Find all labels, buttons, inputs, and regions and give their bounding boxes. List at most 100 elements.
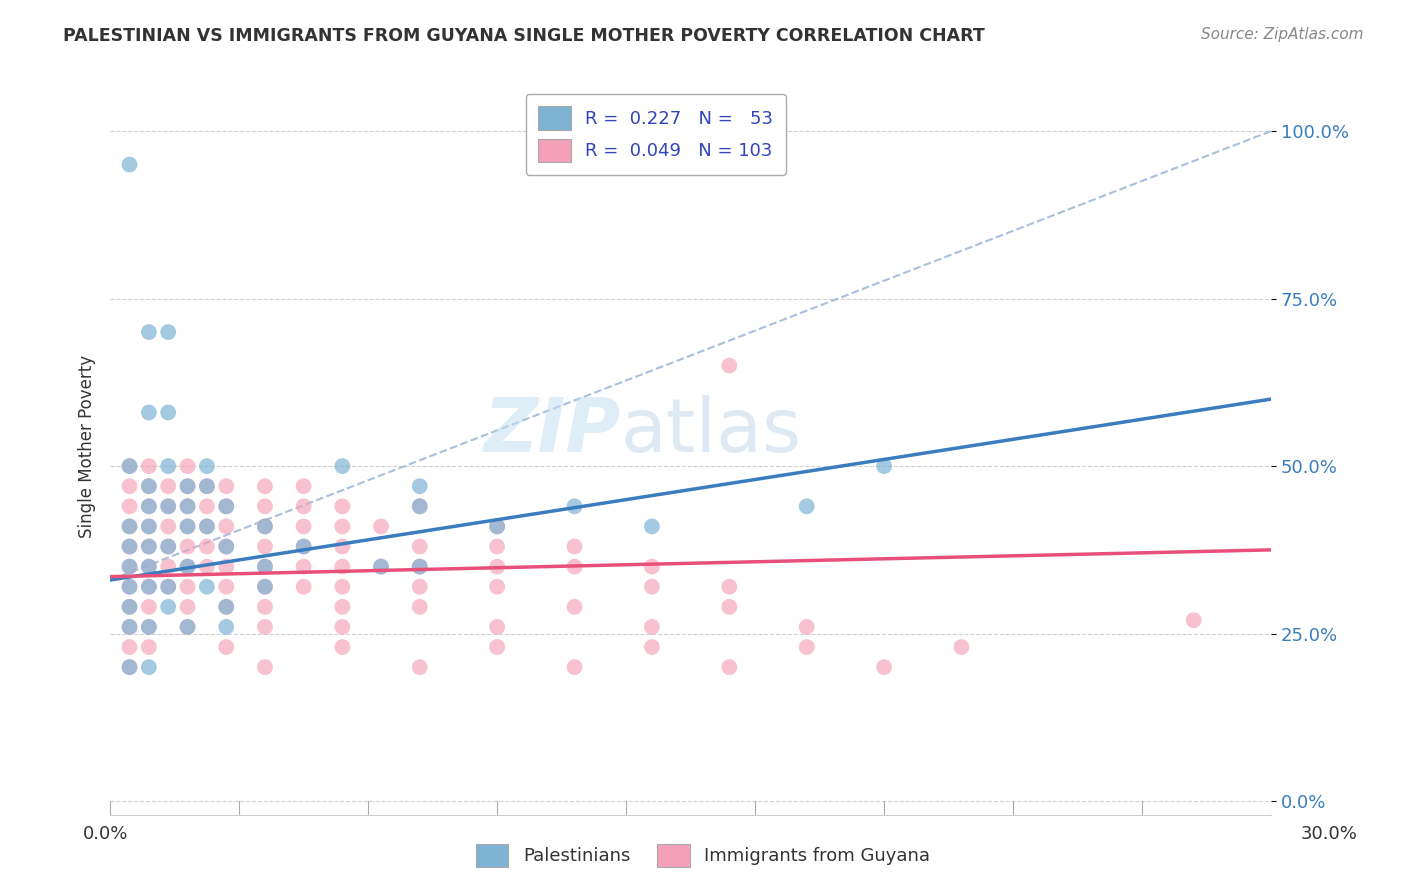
Point [486, 519, 509, 533]
Point [195, 540, 218, 554]
Point [641, 640, 664, 654]
Point [157, 540, 180, 554]
Point [292, 479, 315, 493]
Point [215, 540, 238, 554]
Point [641, 559, 664, 574]
Point [118, 640, 141, 654]
Point [330, 620, 353, 634]
Point [176, 620, 198, 634]
Point [564, 660, 586, 674]
Point [641, 580, 664, 594]
Point [718, 359, 741, 373]
Point [138, 500, 160, 514]
Point [718, 660, 741, 674]
Point [176, 500, 198, 514]
Point [138, 620, 160, 634]
Point [157, 559, 180, 574]
Point [176, 479, 198, 493]
Point [118, 459, 141, 474]
Point [215, 500, 238, 514]
Point [118, 540, 141, 554]
Point [330, 559, 353, 574]
Point [409, 559, 432, 574]
Point [138, 479, 160, 493]
Point [195, 500, 218, 514]
Point [138, 559, 160, 574]
Point [176, 540, 198, 554]
Point [370, 559, 392, 574]
Point [157, 580, 180, 594]
Point [176, 559, 198, 574]
Point [195, 479, 218, 493]
Point [118, 660, 141, 674]
Point [176, 580, 198, 594]
Point [253, 519, 276, 533]
Point [195, 519, 218, 533]
Point [873, 660, 896, 674]
Point [253, 540, 276, 554]
Point [157, 519, 180, 533]
Point [486, 540, 509, 554]
Point [138, 540, 160, 554]
Point [118, 540, 141, 554]
Point [118, 559, 141, 574]
Point [330, 459, 353, 474]
Point [118, 479, 141, 493]
Point [215, 540, 238, 554]
Point [330, 580, 353, 594]
Point [195, 559, 218, 574]
Point [215, 599, 238, 614]
Point [370, 519, 392, 533]
Point [138, 325, 160, 339]
Point [195, 580, 218, 594]
Point [564, 559, 586, 574]
Point [138, 660, 160, 674]
Point [118, 459, 141, 474]
Text: 0.0%: 0.0% [83, 825, 128, 843]
Point [195, 459, 218, 474]
Point [292, 540, 315, 554]
Point [330, 500, 353, 514]
Point [796, 640, 818, 654]
Point [157, 540, 180, 554]
Point [641, 620, 664, 634]
Point [138, 500, 160, 514]
Point [796, 620, 818, 634]
Point [215, 640, 238, 654]
Point [215, 519, 238, 533]
Point [409, 500, 432, 514]
Point [253, 559, 276, 574]
Point [253, 599, 276, 614]
Point [409, 559, 432, 574]
Point [718, 580, 741, 594]
Point [176, 500, 198, 514]
Point [330, 640, 353, 654]
Text: atlas: atlas [621, 395, 801, 467]
Point [409, 540, 432, 554]
Legend: Palestinians, Immigrants from Guyana: Palestinians, Immigrants from Guyana [468, 837, 938, 874]
Point [138, 405, 160, 419]
Point [215, 580, 238, 594]
Point [330, 599, 353, 614]
Point [409, 580, 432, 594]
Point [176, 559, 198, 574]
Point [564, 599, 586, 614]
Point [176, 519, 198, 533]
Y-axis label: Single Mother Poverty: Single Mother Poverty [79, 354, 96, 538]
Point [138, 519, 160, 533]
Text: ZIP: ZIP [484, 395, 621, 467]
Point [138, 479, 160, 493]
Point [138, 459, 160, 474]
Point [292, 540, 315, 554]
Point [176, 519, 198, 533]
Point [157, 405, 180, 419]
Point [292, 559, 315, 574]
Point [409, 479, 432, 493]
Point [118, 599, 141, 614]
Point [486, 620, 509, 634]
Text: 30.0%: 30.0% [1301, 825, 1357, 843]
Point [370, 559, 392, 574]
Point [253, 519, 276, 533]
Point [564, 500, 586, 514]
Point [253, 500, 276, 514]
